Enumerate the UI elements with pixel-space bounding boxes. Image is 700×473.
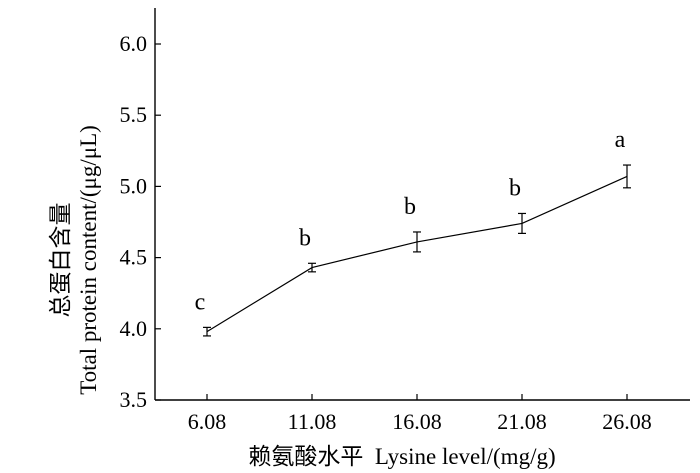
y-axis-title-cn: 总蛋白含量: [48, 203, 73, 318]
x-tick-label: 21.08: [497, 409, 547, 434]
y-tick-label: 5.0: [120, 173, 148, 198]
significance-label: b: [299, 225, 311, 251]
error-bar: [413, 231, 421, 253]
error-bar: [308, 262, 316, 273]
plot-area: c b b b a: [195, 127, 631, 337]
y-axis-title-en: Total protein content/(μg/μL): [76, 125, 101, 395]
y-tick-label: 4.0: [120, 316, 148, 341]
x-axis-title: 赖氨酸水平 Lysine level/(mg/g): [248, 444, 555, 469]
y-tick-label: 4.5: [120, 245, 148, 270]
error-bar: [623, 164, 631, 189]
x-axis: 6.08 11.08 16.08 21.08 26.08: [155, 394, 690, 434]
y-tick-label: 3.5: [120, 387, 148, 412]
series-line: [206, 175, 628, 333]
x-tick-label: 6.08: [188, 409, 227, 434]
y-ticks: 3.5 4.0 4.5 5.0 5.5 6.0: [120, 31, 161, 412]
x-tick-label: 26.08: [602, 409, 652, 434]
error-bar: [203, 326, 211, 337]
x-ticks: 6.08 11.08 16.08 21.08 26.08: [188, 394, 652, 434]
significance-label: a: [615, 127, 626, 153]
significance-label: b: [404, 194, 416, 220]
significance-label: c: [195, 289, 206, 315]
y-tick-label: 5.5: [120, 102, 148, 127]
x-tick-label: 11.08: [288, 409, 337, 434]
significance-label: b: [509, 175, 521, 201]
y-axis-title: 总蛋白含量 Total protein content/(μg/μL): [48, 125, 101, 395]
y-tick-label: 6.0: [120, 31, 148, 56]
error-bar: [518, 212, 526, 234]
y-axis: 3.5 4.0 4.5 5.0 5.5 6.0: [120, 8, 161, 412]
x-tick-label: 16.08: [392, 409, 442, 434]
